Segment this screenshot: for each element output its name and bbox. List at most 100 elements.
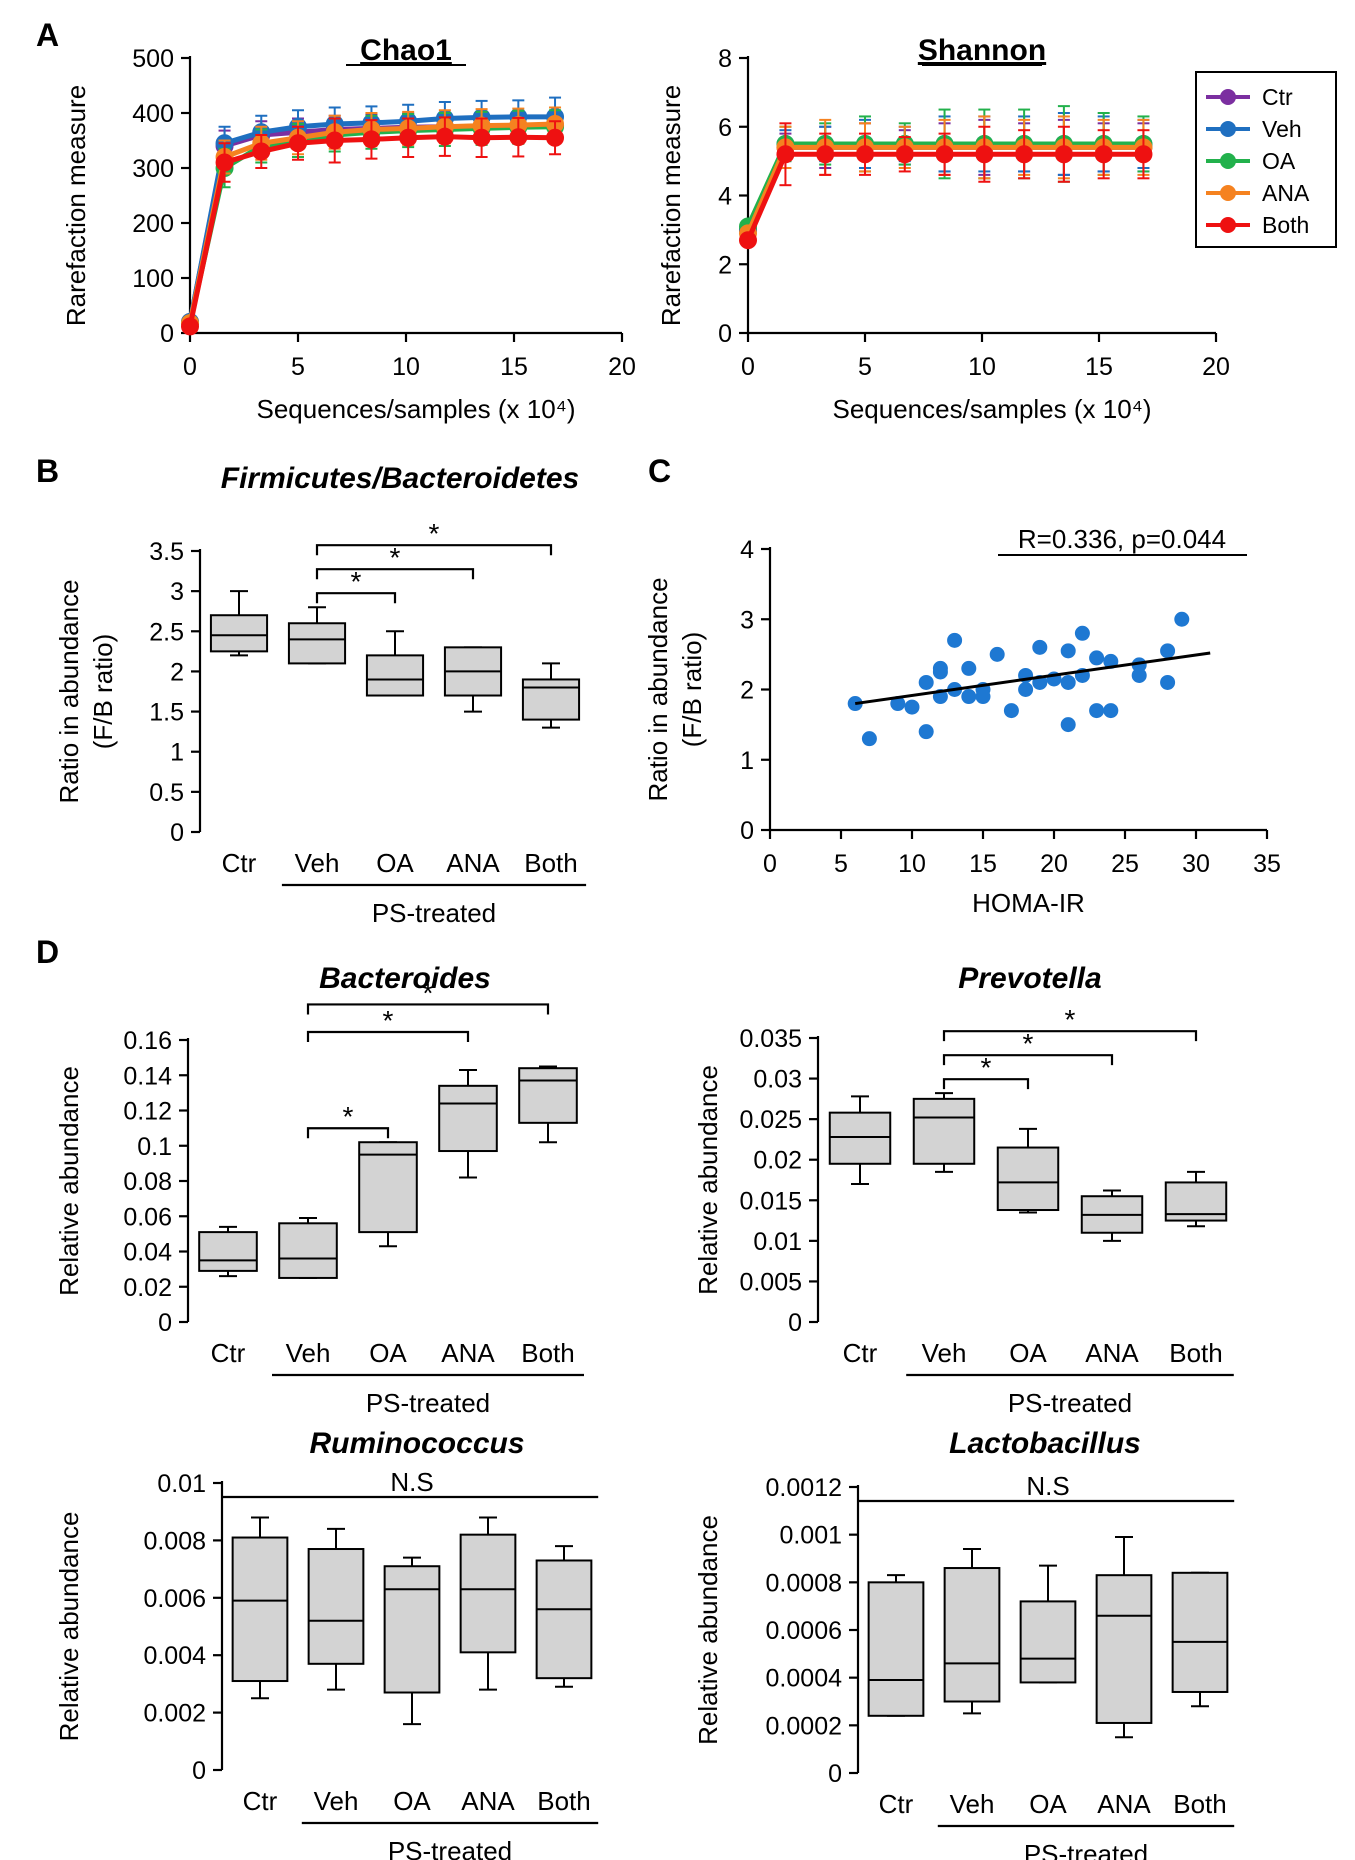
scatter-point: [961, 689, 977, 705]
legend: Ctr Veh OA ANA Both: [1195, 71, 1337, 248]
scatter-point: [890, 696, 906, 712]
data-point: [435, 127, 454, 146]
box-both: [518, 1065, 578, 1144]
panel-label-d: D: [36, 934, 59, 970]
y-tick-label: 0.14: [123, 1062, 172, 1090]
x-tick-label: 5: [834, 850, 848, 878]
box-body: [438, 1084, 498, 1153]
scatter-point: [918, 674, 934, 690]
shannon-chart: 0 2 4 6 8 0 5 10 15 20 Shannon Sequences/samples (x…: [656, 34, 1230, 424]
group-label: PS-treated: [388, 1836, 512, 1860]
category-label: Veh: [314, 1786, 359, 1816]
y-tick-label: 0: [192, 1757, 206, 1785]
box-body: [365, 654, 425, 697]
chao1-title: Chao1: [360, 34, 452, 67]
y-tick-label: 0.5: [149, 779, 184, 807]
data-point: [895, 145, 914, 164]
legend-marker: [1220, 153, 1236, 169]
y-tick-label: 0.01: [157, 1470, 206, 1498]
scatter-point: [1160, 674, 1176, 690]
category-label: Both: [521, 1338, 575, 1368]
data-point: [776, 145, 795, 164]
scatter-point: [1018, 682, 1034, 697]
data-point: [546, 128, 565, 147]
trend-line: [854, 651, 1211, 706]
scatter-point: [1089, 650, 1105, 666]
y-tick-label: 0.035: [739, 1025, 802, 1053]
y-tick-label: 2.5: [149, 618, 184, 646]
box-body: [1171, 1571, 1229, 1693]
category-label: ANA: [441, 1338, 495, 1368]
box-ctr: [828, 1095, 892, 1186]
legend-marker: [1220, 89, 1236, 105]
y-tick-label: 0.001: [779, 1522, 842, 1550]
scatter-point: [1089, 703, 1105, 719]
box-ana: [443, 646, 503, 713]
x-axis-label: Sequences/samples (x 10⁴): [833, 394, 1152, 424]
box-veh: [278, 1217, 338, 1279]
y-tick-label: 0: [160, 320, 174, 348]
y-tick-label: 0.025: [739, 1106, 802, 1134]
category-label: Veh: [950, 1789, 995, 1819]
legend-item-oa: OA: [1206, 148, 1296, 174]
series-both: [181, 116, 565, 336]
category-label: Ctr: [222, 848, 257, 878]
box-body: [828, 1111, 892, 1165]
legend-label: Ctr: [1262, 84, 1293, 110]
box-ana: [1080, 1189, 1144, 1242]
scatter-point: [1103, 703, 1119, 719]
series-both: [739, 122, 1153, 250]
scatter-point: [1060, 674, 1076, 690]
y-tick-label: 0.04: [123, 1239, 172, 1267]
x-tick-label: 20: [1040, 850, 1068, 878]
y-tick-label: 0.01: [753, 1228, 802, 1256]
box-body: [1095, 1574, 1153, 1724]
scatter-point: [861, 731, 877, 747]
box-body: [1019, 1600, 1077, 1684]
box-body: [278, 1222, 338, 1279]
data-point: [1015, 145, 1034, 164]
category-label: ANA: [446, 848, 500, 878]
y-tick-label: 3: [740, 606, 754, 634]
x-axis-label: HOMA-IR: [972, 888, 1085, 918]
category-label: Veh: [922, 1338, 967, 1368]
data-point: [325, 131, 344, 150]
data-point: [472, 128, 491, 147]
lactobacillus-chart: 0 0.0002 0.0004 0.0006 0.0008 0.001 0.0012 Rela…: [693, 1427, 1235, 1860]
scatter-point: [904, 699, 920, 715]
category-label: Veh: [286, 1338, 331, 1368]
y-axis-label: Relative abundance: [693, 1065, 723, 1295]
y-axis-label: Relative abundance: [54, 1066, 84, 1296]
series-line: [745, 151, 1144, 242]
significance-bracket: [315, 592, 397, 604]
box-body: [459, 1533, 517, 1654]
category-label: ANA: [1085, 1338, 1139, 1368]
box-oa: [358, 1141, 418, 1248]
x-tick-label: 20: [608, 353, 636, 381]
y-tick-label: 500: [132, 45, 174, 73]
box-ana: [438, 1068, 498, 1179]
y-tick-label: 0: [158, 1309, 172, 1337]
category-label: OA: [1009, 1338, 1047, 1368]
box-veh: [943, 1547, 1001, 1715]
y-tick-label: 400: [132, 100, 174, 128]
y-tick-label: 0.0004: [766, 1665, 843, 1693]
y-tick-label: 0: [740, 817, 754, 845]
data-point: [362, 130, 381, 149]
x-tick-label: 10: [968, 353, 996, 381]
data-point: [399, 128, 418, 147]
category-label: OA: [1029, 1789, 1067, 1819]
x-tick-label: 15: [500, 353, 528, 381]
y-axis-label: Relative abundance: [693, 1515, 723, 1745]
homa-chart: 0 1 2 3 4 0 5 10 15 20 25 30 35 HOMA-IR Ratio in abund…: [643, 524, 1281, 918]
significance-bracket: [306, 1003, 550, 1015]
y-tick-label: 0.015: [739, 1187, 802, 1215]
y-tick-label: 300: [132, 155, 174, 183]
category-label: OA: [393, 1786, 431, 1816]
box-body: [535, 1559, 593, 1680]
legend-marker: [1220, 217, 1236, 233]
box-body: [307, 1548, 365, 1665]
box-body: [198, 1231, 258, 1272]
legend-item-veh: Veh: [1206, 116, 1302, 142]
